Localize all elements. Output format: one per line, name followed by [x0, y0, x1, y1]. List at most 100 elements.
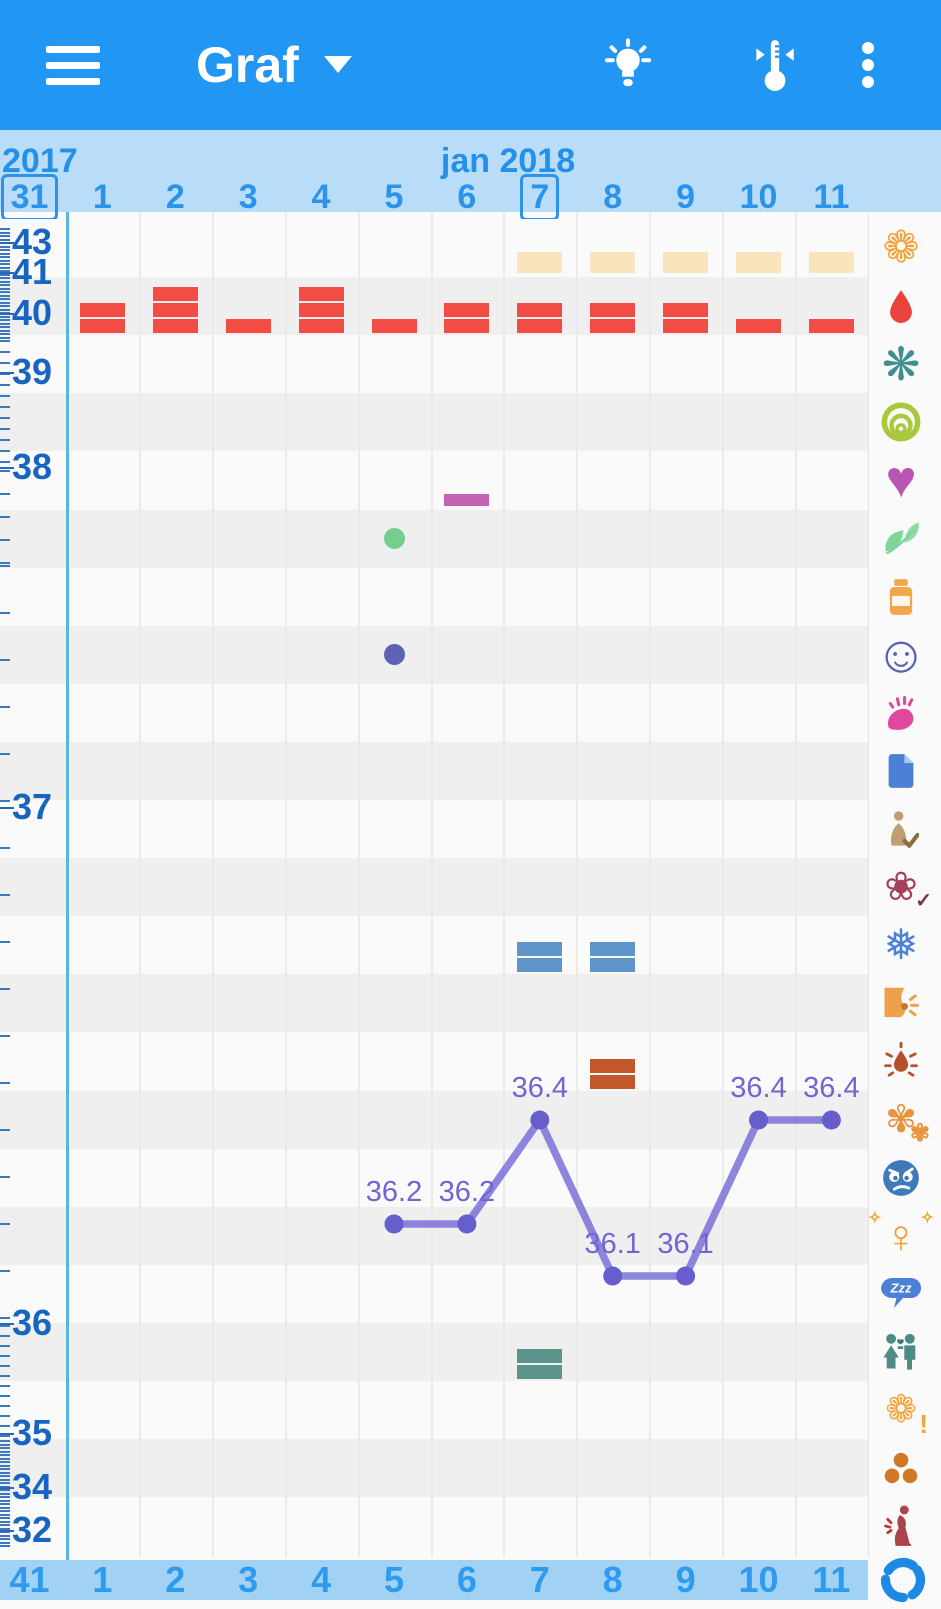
overflow-menu-icon[interactable] — [842, 38, 894, 92]
day-header-cell[interactable]: 8 — [603, 177, 623, 216]
axis-tick — [0, 1365, 10, 1367]
axis-tick — [0, 284, 10, 286]
thermometer-icon[interactable] — [748, 38, 800, 92]
axis-tick-major — [0, 1530, 14, 1532]
orange-flower-icon[interactable]: ❁ — [882, 223, 920, 273]
axis-tick — [0, 1538, 10, 1540]
green-spiral-icon[interactable] — [866, 394, 936, 450]
axis-tick — [0, 238, 10, 241]
green-leaves-icon[interactable] — [866, 511, 936, 567]
lightbulb-icon[interactable] — [602, 38, 654, 92]
day-gridline — [649, 212, 652, 1557]
axis-tick — [0, 333, 10, 335]
axis-tick-major — [0, 242, 14, 244]
purple-heart-icon[interactable]: ♥ — [885, 451, 917, 510]
axis-tick — [0, 1035, 10, 1037]
axis-tick — [0, 450, 10, 452]
axis-tick — [0, 659, 10, 661]
zzz-bubble-icon[interactable]: Zzz — [866, 1266, 936, 1322]
hamburger-menu-icon[interactable] — [46, 44, 100, 86]
axis-tick — [0, 988, 10, 990]
cycle-day-cell[interactable]: 3 — [238, 1559, 259, 1600]
blue-document-icon[interactable] — [866, 743, 936, 799]
rust-spot-droplet-icon[interactable] — [866, 1033, 936, 1089]
person-check-icon[interactable] — [866, 801, 936, 857]
marker-square — [663, 252, 709, 274]
cycle-day-cell[interactable]: 11 — [812, 1559, 851, 1600]
cycle-day-cell[interactable]: 5 — [383, 1559, 405, 1600]
axis-tick — [0, 1395, 10, 1397]
orange-breast-icon[interactable] — [866, 975, 936, 1031]
maroon-backache-woman-icon[interactable] — [866, 1498, 936, 1554]
temperature-value-label: 36.4 — [730, 1072, 787, 1104]
axis-tick — [0, 1496, 10, 1498]
chart-row-band — [0, 1264, 868, 1323]
teal-splat-icon[interactable]: ❋ — [881, 338, 921, 391]
axis-tick — [0, 287, 10, 290]
cycle-day-cell[interactable]: 1 — [92, 1559, 113, 1600]
marker-bar-segment — [736, 319, 781, 334]
day-header-cell[interactable]: 9 — [676, 177, 696, 216]
axis-tick — [0, 231, 10, 234]
chart-row-band — [0, 335, 868, 394]
temperature-value-label: 36.2 — [438, 1176, 496, 1208]
axis-tick — [0, 847, 10, 849]
axis-tick — [0, 351, 10, 353]
day-header-cell[interactable]: 6 — [457, 177, 477, 216]
day-header-cell[interactable]: 1 — [92, 177, 112, 216]
cycle-day-cell[interactable]: 6 — [456, 1559, 477, 1600]
marker-level-bar — [517, 1349, 563, 1379]
sync-icon[interactable] — [879, 1556, 927, 1604]
axis-label: 35 — [12, 1412, 53, 1453]
day-header-cell[interactable]: 3 — [238, 177, 258, 216]
axis-tick — [0, 1082, 10, 1084]
cycle-day-cell[interactable]: 7 — [529, 1559, 550, 1600]
pill-bottle-icon[interactable] — [866, 569, 936, 625]
cycle-day-cell[interactable]: 2 — [165, 1559, 186, 1600]
axis-tick — [0, 270, 10, 272]
check-mark: ✓ — [915, 890, 932, 913]
pink-headache-icon[interactable] — [866, 685, 936, 741]
axis-tick — [0, 1471, 10, 1474]
cycle-day-cell[interactable]: 41 — [9, 1559, 50, 1600]
cycle-day-cell[interactable]: 4 — [311, 1559, 332, 1600]
smiley-face-icon[interactable]: ☺ — [874, 625, 928, 684]
cycle-day-cell[interactable]: 10 — [738, 1559, 779, 1600]
marker-bar-segment — [590, 942, 636, 957]
orange-flower-alert-icon[interactable]: ❁! — [885, 1389, 928, 1440]
day-header-cell[interactable]: 5 — [384, 177, 404, 216]
marker-bar-segment — [517, 1349, 563, 1363]
axis-tick — [0, 753, 10, 755]
axis-tick — [0, 1545, 10, 1547]
chart-row-band — [0, 800, 868, 859]
marker-bar-segment — [225, 319, 271, 334]
day-header-cell[interactable]: 2 — [165, 177, 185, 216]
page-title[interactable]: Graf — [196, 37, 299, 93]
day-header-cell[interactable]: 11 — [813, 177, 850, 216]
axis-tick — [0, 800, 10, 802]
three-dots-icon[interactable] — [866, 1440, 936, 1496]
blue-snowflake-icon[interactable]: ❅ — [883, 921, 919, 969]
red-droplet-icon[interactable] — [866, 278, 936, 334]
cycle-day-cell[interactable]: 8 — [602, 1559, 623, 1600]
chevron-down-icon[interactable] — [324, 56, 352, 73]
teal-couple-icon[interactable] — [866, 1324, 936, 1380]
sparkle: ✧ — [868, 1209, 882, 1227]
axis-tick — [0, 1506, 10, 1509]
orange-woman-sparkle-icon[interactable]: ♀ ✧ ✧ — [868, 1209, 934, 1262]
chart-row-band — [0, 974, 868, 1033]
axis-tick — [0, 384, 10, 386]
blue-angry-face-icon[interactable] — [866, 1150, 936, 1206]
orange-poppy-icon[interactable]: ✾ ✾ — [885, 1098, 930, 1147]
axis-tick — [0, 1425, 10, 1427]
day-header-cell[interactable]: 4 — [311, 177, 331, 216]
axis-tick — [0, 612, 10, 614]
cycle-day-cell[interactable]: 9 — [675, 1559, 696, 1600]
day-header-cell[interactable]: 10 — [739, 177, 778, 216]
chart-row-band — [0, 567, 868, 626]
axis-tick — [0, 1527, 10, 1530]
maroon-flower-check-icon[interactable]: ❀ ✓ — [884, 865, 932, 913]
axis-tick-major — [0, 1433, 14, 1435]
axis-label: 39 — [12, 351, 53, 392]
marker-level-bar — [225, 319, 271, 334]
